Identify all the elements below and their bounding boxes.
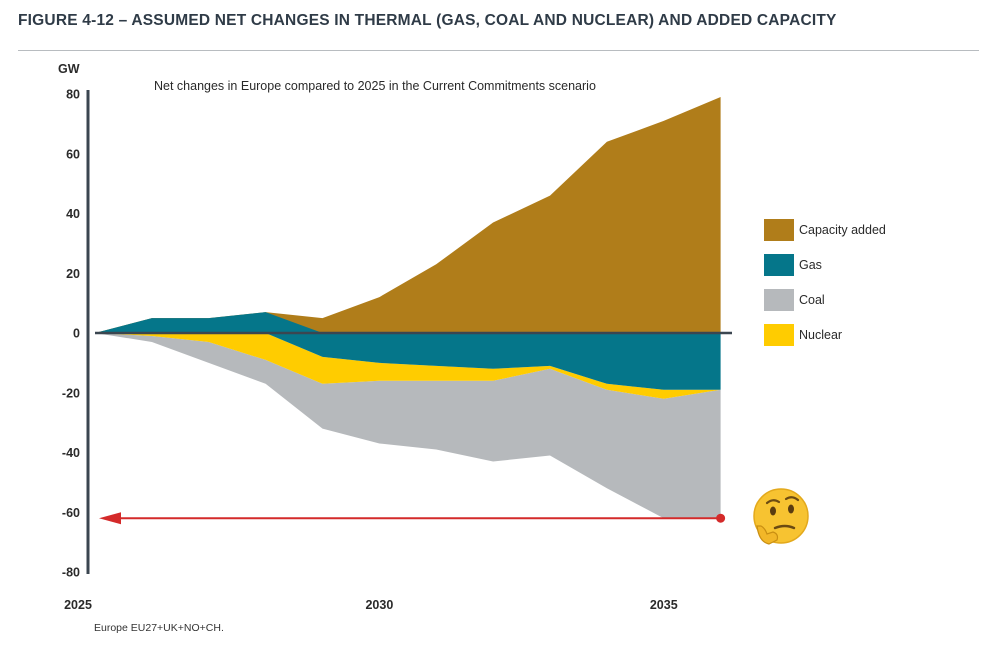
y-tick-label: 20 [66, 267, 80, 281]
title-divider [18, 50, 979, 51]
y-axis-label: GW [58, 62, 80, 76]
series-gas-area-negative [95, 333, 721, 390]
y-tick-label: 0 [73, 327, 80, 341]
x-tick-label: 2035 [650, 598, 678, 612]
legend-swatch-gas [764, 254, 794, 276]
annotation-layer [99, 488, 809, 545]
legend-label-gas: Gas [799, 258, 822, 272]
legend-label-nuclear: Nuclear [799, 328, 842, 342]
y-tick-label: -40 [62, 446, 80, 460]
legend-label-capacity: Capacity added [799, 223, 886, 237]
series-capacity-added-area [95, 97, 721, 333]
chart-subtitle: Net changes in Europe compared to 2025 i… [154, 79, 596, 93]
emoji-brow-right [784, 496, 800, 502]
annotation-arrow-head [99, 512, 121, 525]
y-tick-label: 80 [66, 88, 80, 102]
legend-swatch-capacity [764, 219, 794, 241]
legend: Capacity added Gas Coal Nuclear [764, 219, 886, 346]
y-tick-label: 40 [66, 207, 80, 221]
x-tick-label: 2025 [64, 598, 92, 612]
legend-swatch-coal [764, 289, 794, 311]
area-layer [95, 97, 721, 519]
emoji-brow-left [765, 499, 781, 505]
emoji-eye-left [770, 506, 776, 516]
emoji-face-outline [753, 488, 809, 544]
y-tick-label: -60 [62, 506, 80, 520]
y-tick-label: -80 [62, 566, 80, 580]
legend-swatch-nuclear [764, 324, 794, 346]
emoji-eye-right [788, 504, 794, 514]
legend-label-coal: Coal [799, 293, 825, 307]
emoji-mouth [773, 524, 796, 530]
tick-layer: 80 60 40 20 0 -20 -40 -60 -80 2025 2030 2035 [62, 88, 678, 613]
figure-title: FIGURE 4-12 – ASSUMED NET CHANGES IN THE… [18, 12, 837, 29]
axes-layer [86, 90, 732, 574]
annotation-arrow-dot [716, 513, 726, 523]
y-tick-label: 60 [66, 147, 80, 161]
series-coal-area [95, 333, 721, 519]
y-tick-label: -20 [62, 386, 80, 400]
thinking-face-icon [753, 488, 809, 545]
chart-footnote: Europe EU27+UK+NO+CH. [94, 622, 224, 634]
series-gas-area-positive [95, 312, 721, 333]
x-tick-label: 2030 [365, 598, 393, 612]
emoji-hand [756, 525, 779, 545]
series-nuclear-area [95, 333, 721, 399]
